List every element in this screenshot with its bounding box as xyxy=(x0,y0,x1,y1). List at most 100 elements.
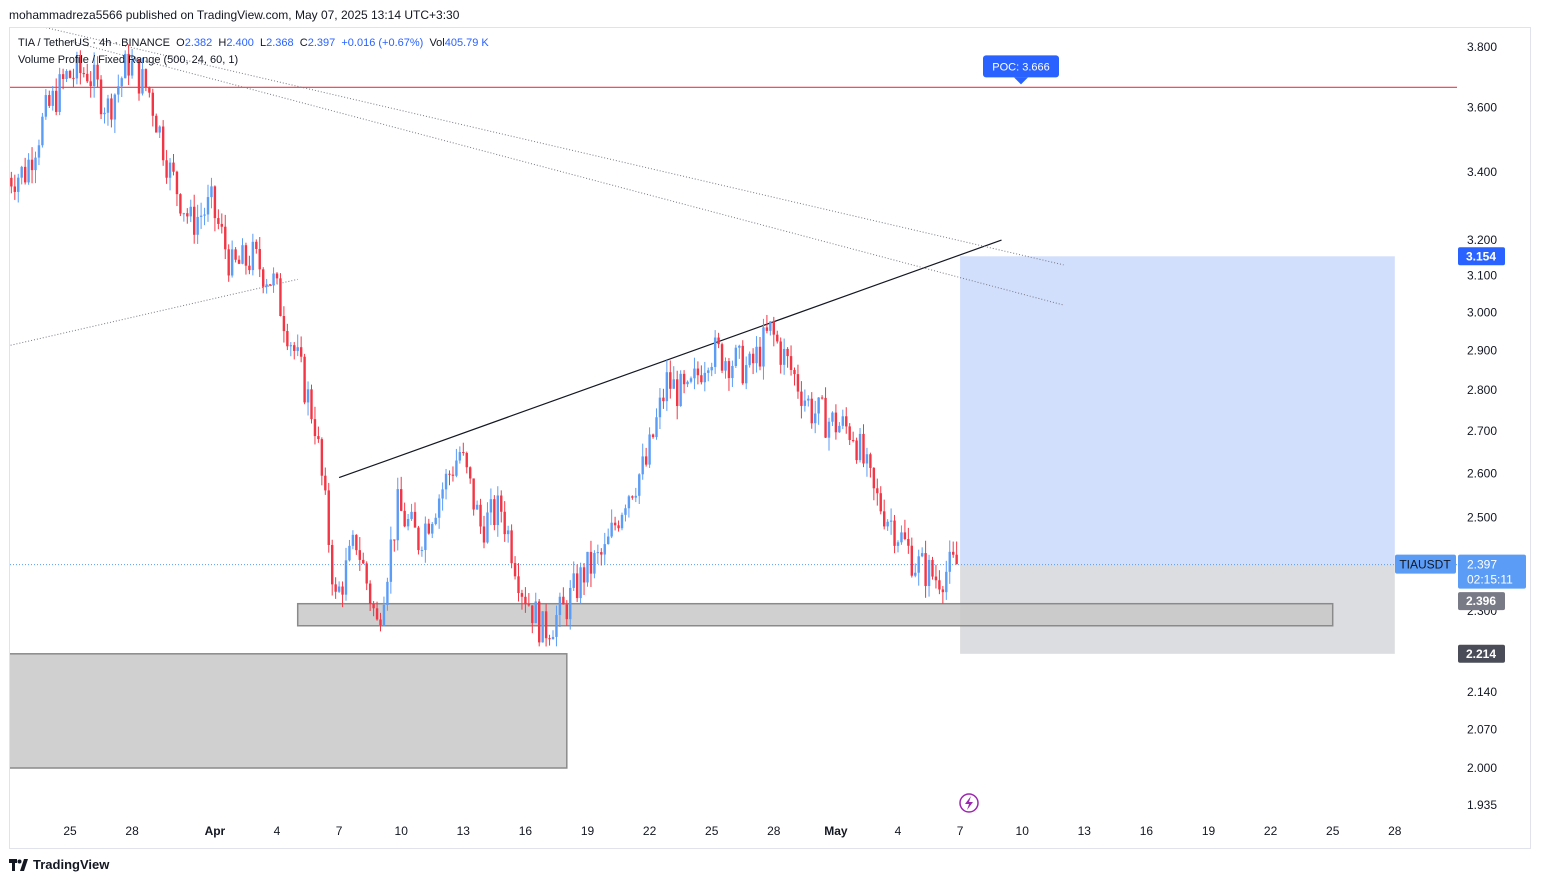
candle-down xyxy=(275,273,279,279)
candle-down xyxy=(800,391,803,406)
candle-up xyxy=(58,74,61,112)
candle-up xyxy=(745,365,748,384)
candle-up xyxy=(927,559,931,586)
candle-up xyxy=(437,498,441,518)
candle-down xyxy=(700,375,703,383)
x-tick-label: 19 xyxy=(1202,824,1216,838)
candle-down xyxy=(472,478,475,510)
tradingview-logo-icon xyxy=(9,858,28,871)
x-tick-label: 16 xyxy=(519,824,533,838)
candle-down xyxy=(544,611,548,639)
candle-down xyxy=(68,70,72,78)
candle-down xyxy=(258,248,261,270)
candle-down xyxy=(79,56,82,74)
candle-down xyxy=(61,74,65,80)
candle-down xyxy=(676,379,679,407)
last-price-tag xyxy=(1458,554,1526,589)
candle-up xyxy=(27,159,30,183)
candle-up xyxy=(130,60,134,76)
candle-down xyxy=(279,278,282,317)
poc-label: POC: 3.666 xyxy=(992,61,1049,73)
x-tick-label: 22 xyxy=(1264,824,1278,838)
candle-down xyxy=(327,490,330,545)
candle-up xyxy=(431,523,434,534)
candle-down xyxy=(789,356,793,370)
candle-down xyxy=(765,327,769,331)
candle-up xyxy=(134,58,137,61)
candle-up xyxy=(206,197,210,215)
candle-down xyxy=(186,213,189,217)
y-tick-label: 2.700 xyxy=(1467,424,1497,438)
candle-up xyxy=(420,549,424,551)
x-tick-label: 22 xyxy=(643,824,657,838)
candle-down xyxy=(268,284,272,286)
candle-up xyxy=(382,604,386,626)
candle-up xyxy=(607,536,610,545)
trendline-4 xyxy=(10,278,298,346)
candle-down xyxy=(82,73,85,75)
poc-tag-pointer xyxy=(1014,77,1028,85)
candle-up xyxy=(569,587,572,620)
candle-up xyxy=(686,381,689,385)
candle-up xyxy=(858,433,862,461)
candle-up xyxy=(496,495,499,526)
candle-down xyxy=(796,374,800,392)
candle-down xyxy=(727,361,731,379)
candle-down xyxy=(110,98,113,120)
candle-down xyxy=(13,186,16,192)
y-tick-label: 2.900 xyxy=(1467,344,1497,358)
candle-up xyxy=(731,365,734,379)
y-tick-label: 3.200 xyxy=(1467,233,1497,247)
candle-down xyxy=(355,534,358,551)
y-tick-label: 3.600 xyxy=(1467,101,1497,115)
lightning-icon[interactable] xyxy=(959,793,979,813)
candle-down xyxy=(372,603,375,609)
candle-up xyxy=(444,473,448,490)
candle-down xyxy=(23,166,27,183)
x-tick-label: 25 xyxy=(705,824,719,838)
change-value: +0.016 (+0.67%) xyxy=(341,37,424,49)
candle-up xyxy=(658,397,662,418)
candle-up xyxy=(386,581,389,605)
y-tick-label: 3.800 xyxy=(1467,40,1497,54)
candle-down xyxy=(341,586,344,595)
candle-down xyxy=(517,576,520,594)
candle-down xyxy=(869,454,872,468)
candle-up xyxy=(265,284,268,287)
stop-price-label: 2.214 xyxy=(1466,647,1496,661)
candle-up xyxy=(558,596,562,616)
candle-down xyxy=(368,583,372,604)
candle-up xyxy=(710,366,713,371)
candle-up xyxy=(738,345,741,348)
candle-down xyxy=(851,439,855,441)
candle-up xyxy=(455,460,458,476)
candle-up xyxy=(458,452,462,461)
candle-down xyxy=(331,544,334,585)
candle-up xyxy=(900,532,903,543)
candle-down xyxy=(520,593,524,597)
candle-down xyxy=(613,522,617,526)
footer-brand: TradingView xyxy=(9,857,109,872)
indicator-label[interactable]: Volume Profile / Fixed Range (500, 24, 6… xyxy=(18,54,239,66)
x-tick-label: 25 xyxy=(1326,824,1340,838)
candle-down xyxy=(758,346,762,367)
candle-down xyxy=(565,604,568,620)
symbol-label[interactable]: TIA / TetherUS · 4h · BINANCE xyxy=(18,37,171,49)
trendline-3 xyxy=(69,40,1064,306)
candle-down xyxy=(617,525,620,529)
candle-up xyxy=(20,166,23,178)
support-zone xyxy=(296,602,1334,627)
candle-up xyxy=(555,615,558,637)
indicator-row[interactable]: Volume Profile / Fixed Range (500, 24, 6… xyxy=(18,52,489,69)
candle-down xyxy=(548,638,551,640)
candle-down xyxy=(393,539,396,541)
candle-up xyxy=(620,514,624,529)
candle-down xyxy=(751,353,755,364)
candle-up xyxy=(75,56,79,79)
candle-down xyxy=(172,162,175,172)
candle-down xyxy=(165,160,168,178)
candle-down xyxy=(862,433,865,464)
candle-down xyxy=(375,608,379,620)
candle-up xyxy=(838,425,841,433)
